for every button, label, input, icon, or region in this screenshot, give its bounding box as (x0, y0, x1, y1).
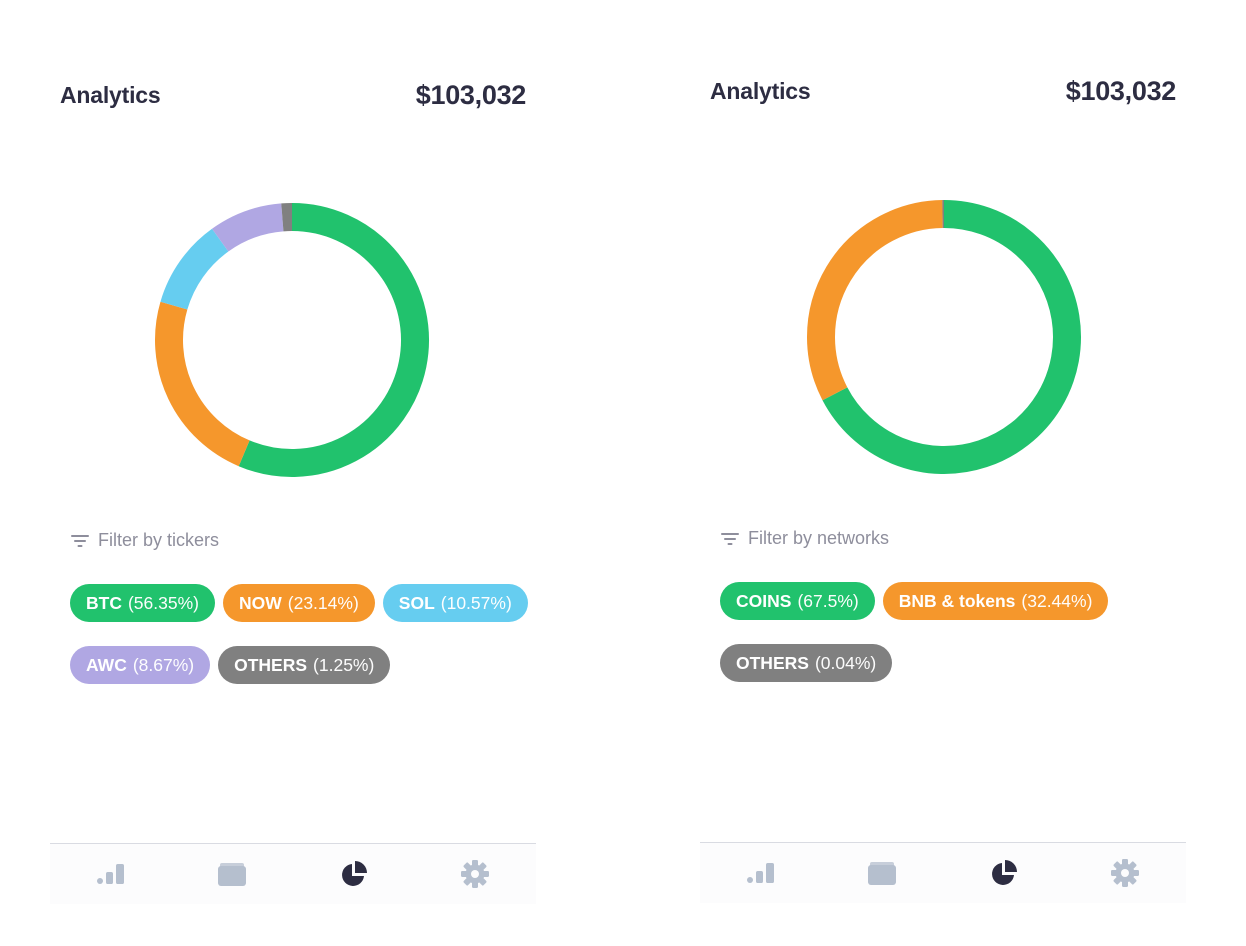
chip-ticker: SOL (398, 592, 435, 613)
chip-awc[interactable]: AWC (8.67%) (70, 646, 211, 684)
tab-wallet[interactable] (202, 849, 262, 899)
total-balance: $103,032 (415, 80, 527, 110)
pie-chart-icon (991, 860, 1017, 886)
header: Analytics $103,032 (60, 80, 526, 111)
gear-icon (1111, 859, 1140, 887)
analytics-screen-tickers: Analytics $103,032 Filter by tickers BTC… (48, 0, 538, 946)
filter-button[interactable]: Filter by networks (720, 528, 889, 549)
bar-chart-icon (746, 862, 776, 884)
donut-slice-awc (212, 203, 284, 252)
wallet-icon (218, 862, 247, 886)
filter-button[interactable]: Filter by tickers (70, 530, 219, 551)
gear-icon (461, 860, 490, 888)
chip-list: COINS (67.5%) BNB & tokens (32.44%) OTHERS (0… (720, 582, 1180, 682)
page-title: Analytics (710, 78, 811, 104)
chip-ticker: BNB & tokens (898, 590, 1016, 611)
chip-percent: (10.57%) (440, 592, 512, 613)
pie-chart-icon (341, 861, 367, 887)
tab-bar-chart[interactable] (81, 849, 141, 899)
chip-percent: (56.35%) (127, 592, 199, 613)
filter-label: Filter by tickers (98, 530, 220, 550)
tab-bar-chart[interactable] (731, 848, 791, 898)
donut-chart (807, 200, 1081, 474)
chip-percent: (8.67%) (132, 654, 195, 675)
chip-ticker: NOW (238, 592, 282, 613)
total-balance: $103,032 (1065, 76, 1177, 106)
chip-sol[interactable]: SOL (10.57%) (382, 584, 528, 622)
tab-gear[interactable] (1095, 848, 1155, 898)
donut-slice-btc (238, 203, 429, 477)
chip-now[interactable]: NOW (23.14%) (222, 584, 375, 622)
chip-ticker: BTC (86, 592, 122, 613)
chip-others[interactable]: OTHERS (0.04%) (720, 644, 893, 682)
tab-bar (50, 843, 536, 904)
page-title: Analytics (60, 82, 161, 108)
chip-percent: (32.44%) (1021, 590, 1093, 611)
tab-bar (700, 842, 1186, 903)
chip-btc[interactable]: BTC (56.35%) (70, 584, 215, 622)
chip-ticker: AWC (86, 654, 127, 675)
donut-slice-coins (822, 200, 1081, 474)
filter-icon (721, 532, 739, 545)
chip-percent: (1.25%) (313, 654, 375, 675)
chip-ticker: COINS (736, 590, 792, 611)
tab-pie-chart[interactable] (974, 848, 1034, 898)
donut-chart (155, 203, 429, 477)
chip-list: BTC (56.35%) NOW (23.14%) SOL (10.57%) AWC (8.6… (70, 584, 530, 684)
chip-percent: (0.04%) (814, 652, 877, 673)
tab-wallet[interactable] (852, 848, 912, 898)
chip-percent: (67.5%) (797, 590, 859, 611)
wallet-icon (868, 861, 897, 885)
chip-ticker: OTHERS (234, 654, 308, 675)
filter-label: Filter by networks (748, 528, 890, 548)
tab-gear[interactable] (445, 849, 505, 899)
chip-coins[interactable]: COINS (67.5%) (720, 582, 875, 620)
donut-slice-bnb-tokens (807, 200, 943, 401)
tab-pie-chart[interactable] (324, 849, 384, 899)
chip-percent: (23.14%) (287, 592, 359, 613)
chip-others[interactable]: OTHERS (1.25%) (218, 646, 391, 684)
bar-chart-icon (96, 863, 126, 885)
header: Analytics $103,032 (710, 76, 1176, 107)
donut-slice-now (155, 301, 250, 467)
analytics-screen-networks: Analytics $103,032 Filter by networks CO… (698, 0, 1188, 946)
chip-ticker: OTHERS (736, 652, 809, 673)
chip-bnb-tokens[interactable]: BNB & tokens (32.44%) (882, 582, 1109, 620)
donut-slice-sol (160, 228, 229, 310)
filter-icon (71, 534, 89, 547)
